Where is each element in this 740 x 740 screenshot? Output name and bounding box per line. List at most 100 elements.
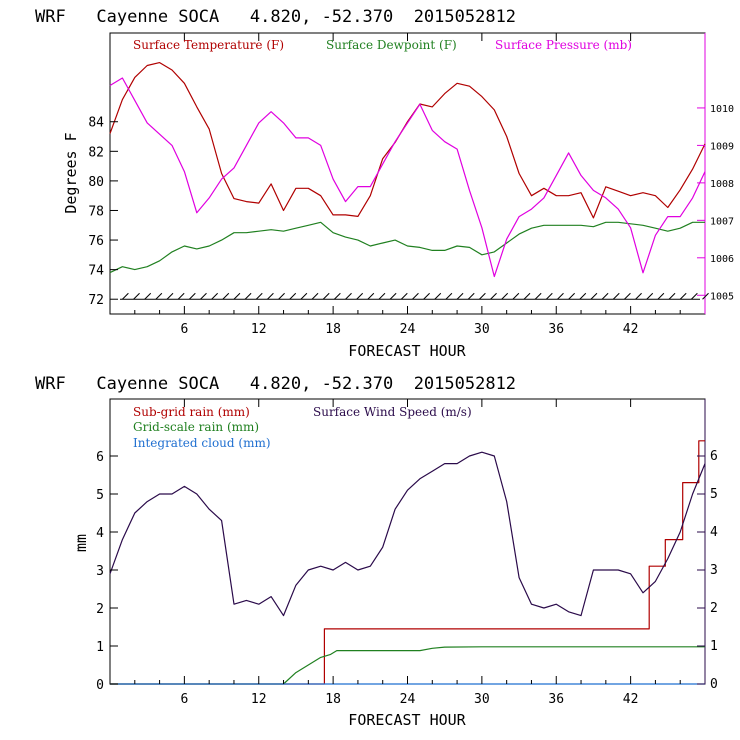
y-tick-label: 82 [88,145,104,160]
wind-barb [400,292,408,300]
legend-integrated-cloud-mm: Integrated cloud (mm) [133,436,271,450]
y2-tick-label: 6 [710,449,718,464]
panel-2-x-axis-label: FORECAST HOUR [348,711,466,729]
wind-barb [378,292,386,300]
wind-barb [211,292,218,300]
panel-2-x-ticks: 6 12 18 24 30 36 42 [134,399,681,707]
wind-barb [579,292,587,300]
legend-surface-temperature-f: Surface Temperature (F) [133,38,284,52]
panel-1-x-axis-label: FORECAST HOUR [348,342,466,360]
wind-barb [166,292,174,300]
y2-tick-label: 1009 [710,141,734,152]
y-tick-label: 78 [88,204,104,219]
legend-surface-dewpoint-f: Surface Dewpoint (F) [326,38,457,52]
y2-tick-label: 4 [710,525,718,540]
legend-surface-wind-speed-m-s: Surface Wind Speed (m/s) [313,405,472,419]
wind-barb [657,292,665,300]
wind-barb [601,292,609,300]
wind-barb [434,292,442,300]
panel-1-wind-barbs [120,292,709,300]
wind-barb [412,292,419,300]
panel-2-y2-ticks: 0 1 2 3 4 5 6 [697,449,718,692]
wind-barb [490,292,497,300]
wind-barb [200,292,207,300]
wind-barb [311,292,319,300]
panel-1-title: WRF Cayenne SOCA 4.820, -52.370 20150528… [35,7,516,27]
wind-barb [389,292,397,300]
x-tick-label: 6 [180,322,188,337]
y2-tick-label: 1007 [710,216,734,227]
panel-1-frame [109,32,706,315]
wind-barb [501,292,509,300]
y-tick-label: 4 [96,526,104,541]
wind-barb [467,292,475,300]
panel-1-legend: Surface Temperature (F) Surface Dewpoint … [133,38,632,52]
wind-barb [624,292,631,300]
panel-2-legend: Sub-grid rain (mm)Grid-scale rain (mm) In… [133,405,472,450]
wind-barb [144,292,152,300]
wind-barb [635,292,642,300]
wind-barb [345,292,352,300]
y-tick-label: 1 [96,640,104,655]
x-tick-label: 36 [548,322,564,337]
y-tick-label: 0 [96,678,104,693]
panel-2-y-ticks: 0 1 2 3 4 5 6 [96,450,118,693]
panel-2-y-axis-label: mm [72,534,90,552]
panel-1-y-ticks: 72 74 76 78 80 82 84 [88,116,118,308]
x-tick-label: 12 [251,322,267,337]
wind-barb [523,292,531,300]
wind-barb [612,292,620,300]
wind-barb [702,292,709,300]
panel-1-x-ticks: 6 12 18 24 30 36 42 [134,33,681,337]
panel-1-y-axis-label: Degrees F [62,132,80,213]
wind-barb [222,292,230,300]
panel-1-series [109,61,706,278]
legend-surface-pressure-mb: Surface Pressure (mb) [495,38,632,52]
y2-tick-label: 1006 [710,254,734,265]
wind-barb [300,292,308,300]
series-line-sub-grid-rain-mm [110,440,705,685]
series-line-surface-wind-speed-m-s [109,451,706,617]
wind-barb [534,292,542,300]
y-tick-label: 3 [96,564,104,579]
wind-barb [456,292,464,300]
y-tick-label: 6 [96,450,104,465]
y2-tick-label: 1005 [710,291,734,302]
panel-2: WRF Cayenne SOCA 4.820, -52.370 20150528… [35,374,718,729]
wind-barb [322,292,330,300]
x-tick-label: 12 [251,692,267,707]
x-tick-label: 18 [325,692,341,707]
wind-barb [445,292,453,300]
wind-barb [177,292,185,300]
x-tick-label: 24 [400,322,416,337]
wind-barb [646,292,654,300]
wind-barb [568,292,575,300]
legend-sub-grid-rain-mm: Sub-grid rain (mm) [133,405,250,419]
y2-tick-label: 1 [710,639,718,654]
wind-barb [679,292,687,300]
y-tick-label: 2 [96,602,104,617]
y-tick-label: 84 [88,116,104,131]
x-tick-label: 42 [623,692,639,707]
y-tick-label: 72 [88,293,104,308]
panel-1-y2-ticks: 1005 1006 1007 1008 1009 1010 [697,104,734,302]
wind-barb [590,292,598,300]
wind-barb [334,292,341,300]
wind-barb [557,292,564,300]
wind-barb [255,292,263,300]
y2-tick-label: 1008 [710,179,734,190]
x-tick-label: 30 [474,322,490,337]
wind-barb [278,292,285,300]
x-tick-label: 30 [474,692,490,707]
wind-barb [233,292,241,300]
series-line-surface-dewpoint-f [109,221,705,274]
wind-barb [122,292,129,300]
wind-barb [133,292,140,300]
panel-1: WRF Cayenne SOCA 4.820, -52.370 20150528… [35,7,734,360]
y2-tick-label: 0 [710,677,718,692]
series-line-surface-temperature-f [109,61,706,219]
x-tick-label: 18 [325,322,341,337]
wind-barb [155,292,163,300]
wind-barb [188,292,196,300]
